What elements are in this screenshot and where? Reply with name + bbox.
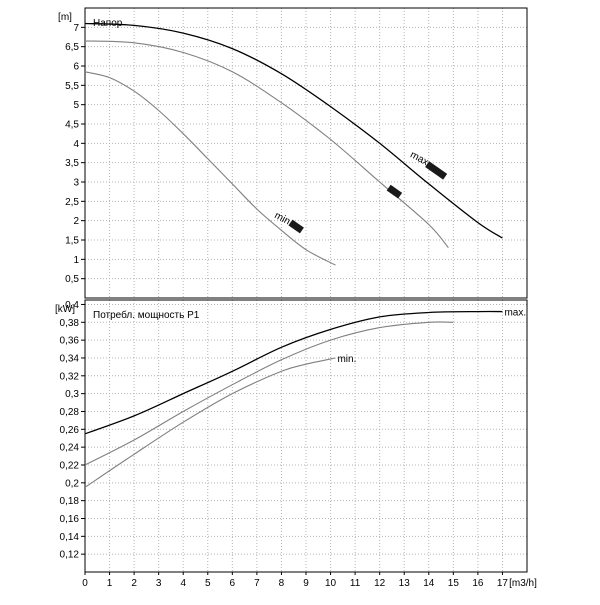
panel-2: 0,12 0,14 0,16 0,18 0,2 0,22 0,24 0,26 0,28 0,3 0,… <box>55 299 537 589</box>
y-tick-label: 0,24 <box>60 443 80 454</box>
x-tick-label: 5 <box>205 578 211 589</box>
y-tick-label: 0,32 <box>60 371 80 382</box>
y-tick-label: 0,26 <box>60 425 80 436</box>
y-unit-label: [kW] <box>55 304 75 315</box>
y-tick-label: 3 <box>73 178 79 189</box>
x-tick-label: 17 <box>497 578 509 589</box>
x-tick-label: 16 <box>472 578 484 589</box>
operating-point-marker <box>425 161 448 180</box>
y-tick-label: 1,5 <box>65 236 79 247</box>
x-tick-label: 1 <box>107 578 113 589</box>
series-line-1 <box>84 22 503 239</box>
x-tick-label: 12 <box>374 578 386 589</box>
panel-1: 0,511,522,533,544,555,566,57[m]Напорmaxm… <box>58 7 528 299</box>
y-tick-label: 0,28 <box>60 407 80 418</box>
y-tick-label: 0,38 <box>60 318 80 329</box>
x-tick-label: 6 <box>230 578 236 589</box>
y-tick-label: 0,14 <box>60 532 80 543</box>
y-tick-label: 0,36 <box>60 336 80 347</box>
y-tick-label: 0,3 <box>65 389 79 400</box>
y-tick-label: 6 <box>73 62 79 73</box>
operating-point-marker <box>386 184 403 199</box>
plot-frame <box>84 7 528 299</box>
y-tick-label: 3,5 <box>65 158 79 169</box>
x-tick-label: 2 <box>131 578 137 589</box>
x-tick-label: 9 <box>303 578 309 589</box>
series-line-2 <box>84 321 454 466</box>
y-tick-label: 0,4 <box>65 300 79 311</box>
x-tick-label: 0 <box>82 578 88 589</box>
y-tick-label: 6,5 <box>65 42 79 53</box>
y-tick-label: 0,18 <box>60 496 80 507</box>
x-tick-label: 11 <box>350 578 361 589</box>
y-tick-label: 5,5 <box>65 81 79 92</box>
operating-point-marker <box>288 219 304 234</box>
x-tick-label: 14 <box>423 578 435 589</box>
y-tick-label: 0,12 <box>60 550 80 561</box>
series-line-3 <box>84 71 336 266</box>
x-tick-label: 8 <box>279 578 285 589</box>
series-line-2 <box>84 40 449 249</box>
y-tick-label: 7 <box>73 23 79 34</box>
y-tick-label: 0,5 <box>65 274 79 285</box>
series-label-max: max. <box>504 308 526 319</box>
y-tick-label: 5 <box>73 100 79 111</box>
x-tick-label: 10 <box>325 578 337 589</box>
x-tick-label: 4 <box>180 578 186 589</box>
x-tick-label: 7 <box>254 578 260 589</box>
x-tick-label: 3 <box>156 578 162 589</box>
series-line-3 <box>84 357 336 488</box>
series-line-1 <box>84 310 503 435</box>
y-tick-label: 0,16 <box>60 514 80 525</box>
y-tick-label: 0,2 <box>65 478 79 489</box>
y-tick-label: 2,5 <box>65 197 79 208</box>
y-tick-label: 2 <box>73 216 79 227</box>
y-tick-label: 1 <box>73 255 79 266</box>
y-unit-label: [m] <box>58 12 72 23</box>
series-label-min: min. <box>337 354 356 365</box>
y-tick-label: 4,5 <box>65 120 79 131</box>
y-tick-label: 0,22 <box>60 460 80 471</box>
x-axis-label: [m3/h] <box>509 578 537 589</box>
y-tick-label: 0,34 <box>60 353 80 364</box>
x-tick-label: 13 <box>399 578 411 589</box>
y-tick-label: 4 <box>73 139 79 150</box>
x-tick-label: 15 <box>448 578 460 589</box>
panel-title: Потребл. мощность P1 <box>93 309 200 321</box>
